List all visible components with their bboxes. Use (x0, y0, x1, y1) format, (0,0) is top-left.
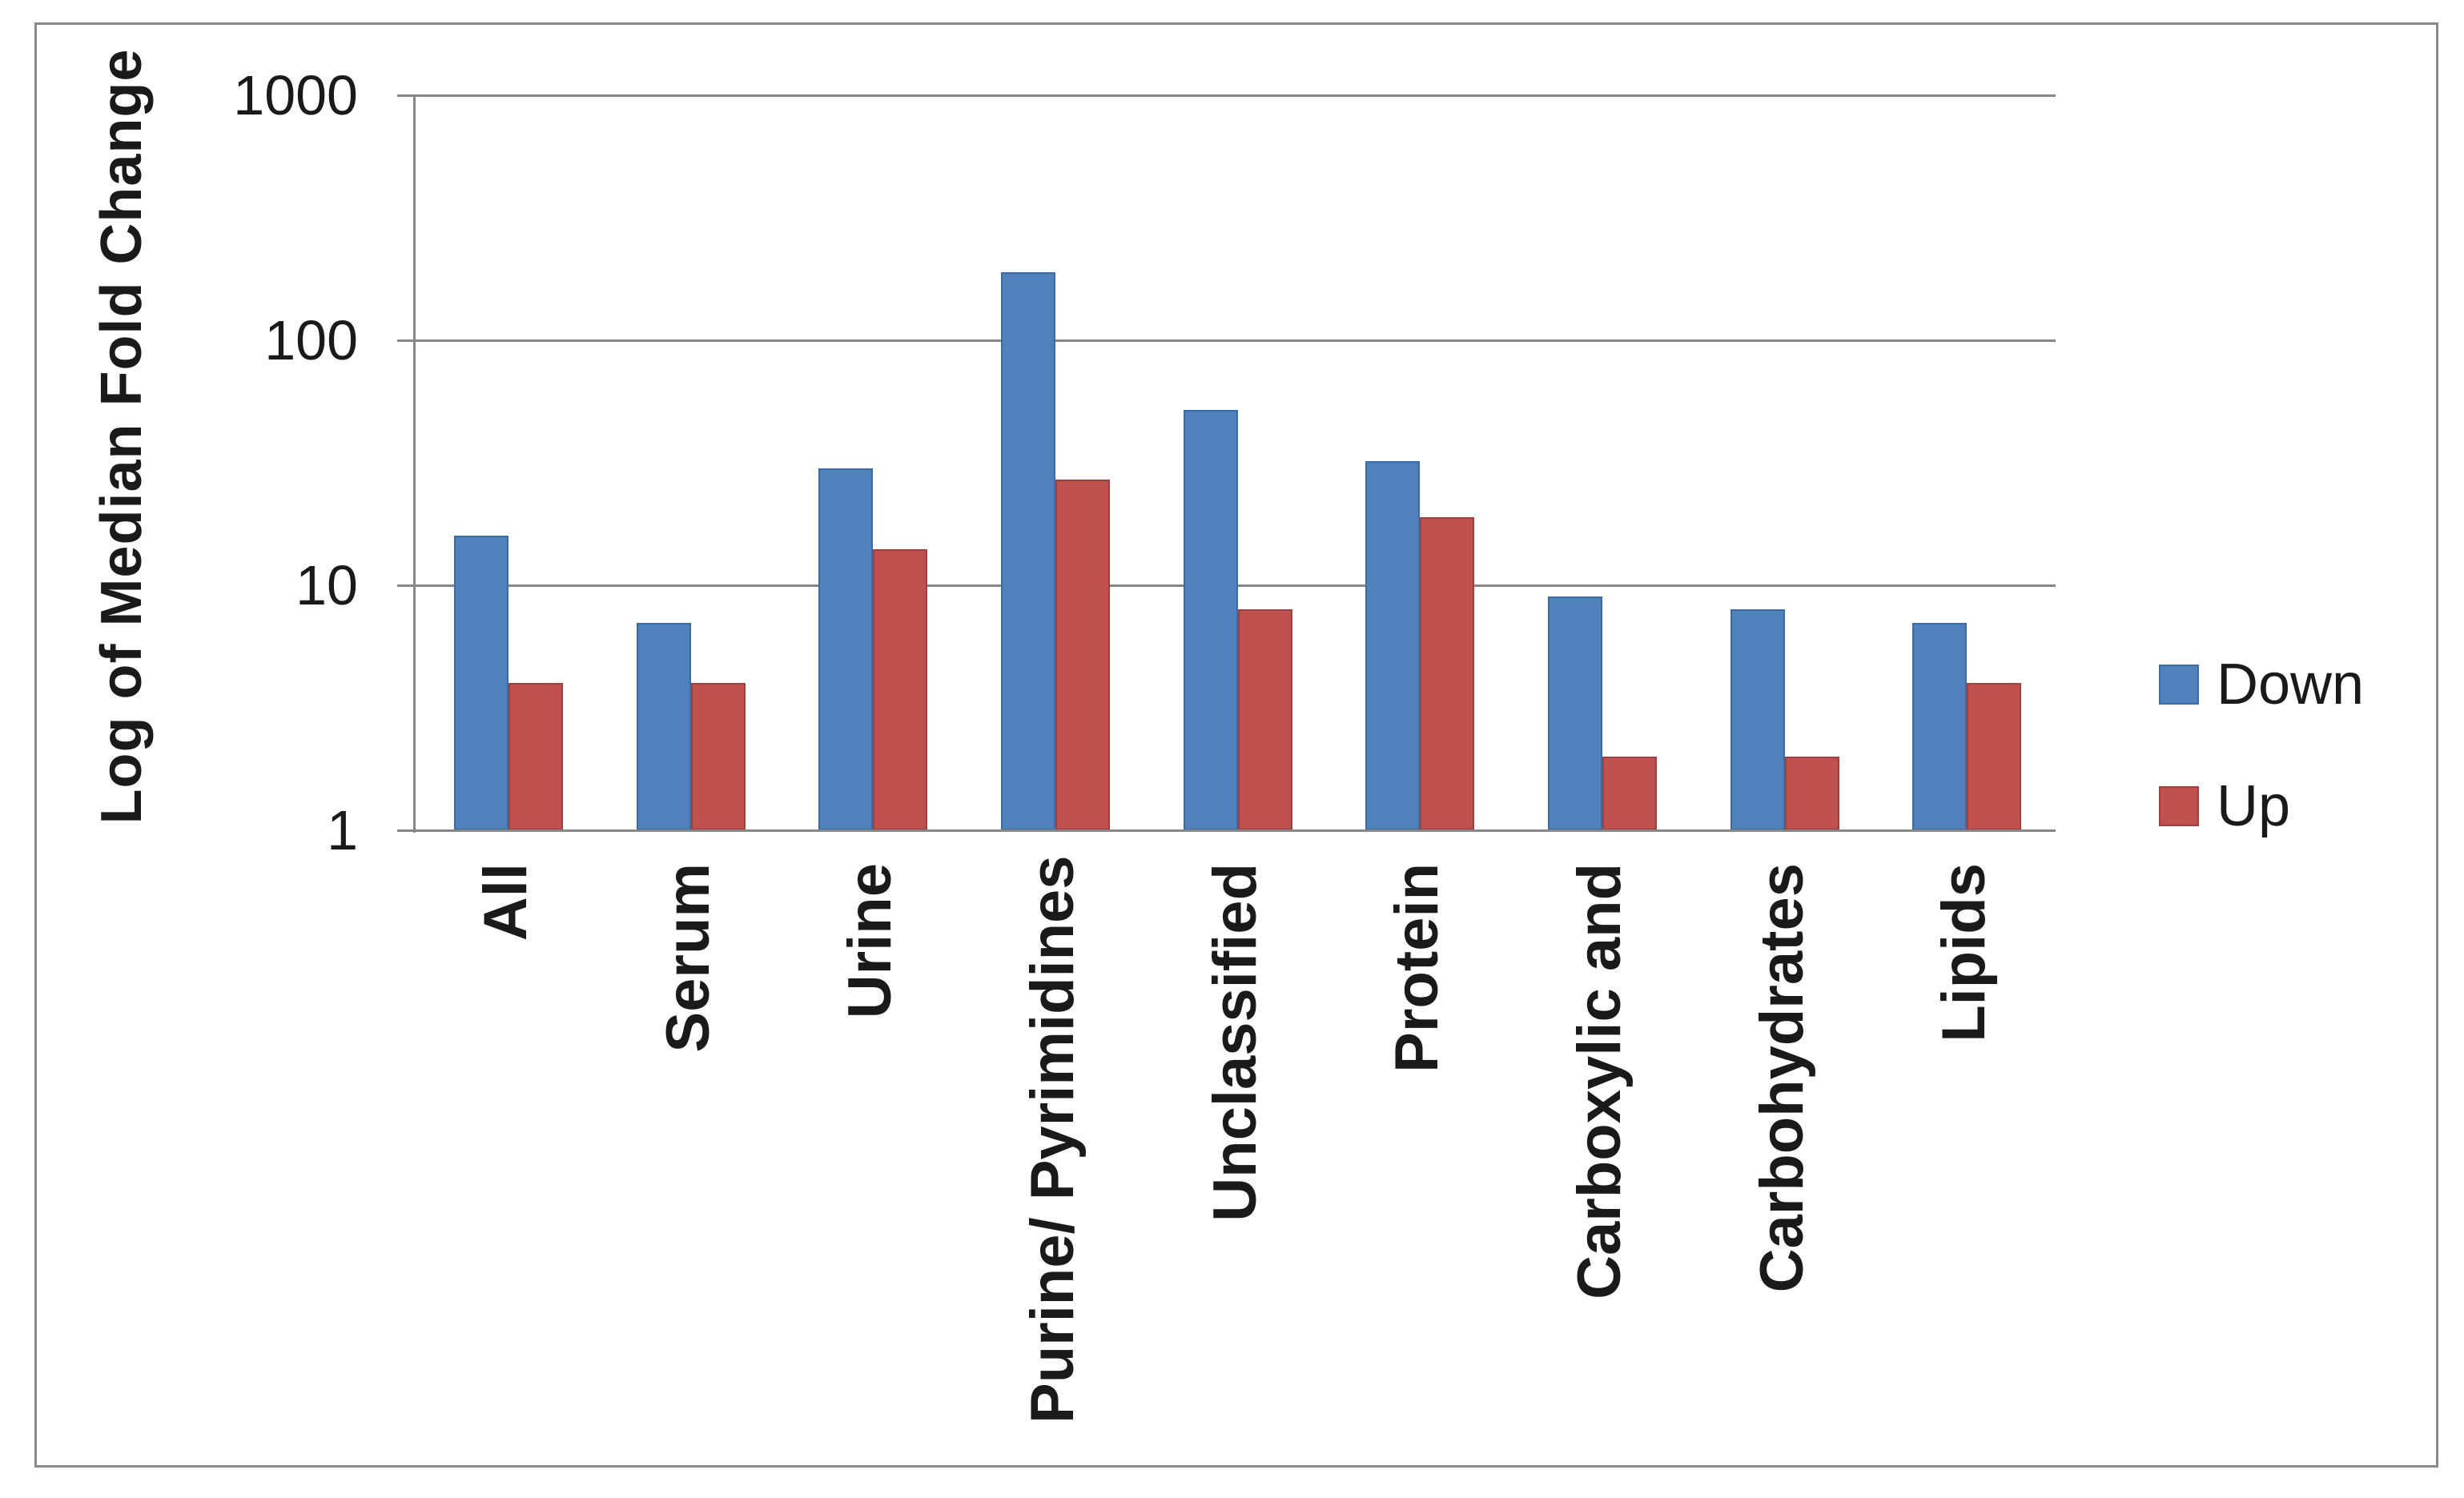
bar-up-carboxylic-and (1602, 756, 1657, 830)
bar-down-all (454, 535, 508, 830)
category-label-unclassified: Unclassified (1200, 863, 1269, 1222)
y-axis-tick-1 (397, 829, 415, 832)
bar-down-urine (818, 468, 874, 830)
y-axis-tick-1000 (397, 94, 415, 97)
bar-up-carbohydrates (1784, 756, 1839, 830)
bar-up-serum (690, 682, 746, 830)
category-label-carbohydrates: Carbohydrates (1747, 863, 1816, 1293)
legend-label-down: Down (2217, 653, 2365, 717)
gridline-y-100 (415, 339, 2056, 342)
legend-swatch-down-icon (2159, 665, 2199, 705)
gridline-y-1000 (415, 94, 2056, 97)
bar-up-protein (1420, 516, 1475, 830)
bar-up-purine-pyrimidines (1055, 480, 1110, 830)
category-label-serum: Serum (653, 863, 722, 1053)
legend-item-up: Up (2159, 774, 2291, 838)
bar-down-carboxylic-and (1548, 596, 1602, 830)
legend-swatch-up-icon (2159, 786, 2199, 826)
bar-up-lipids (1967, 682, 2022, 830)
bar-up-all (508, 682, 563, 830)
bar-down-serum (636, 623, 691, 830)
bar-down-carbohydrates (1730, 608, 1785, 830)
y-tick-label-10: 10 (295, 554, 358, 616)
y-axis-tick-100 (397, 339, 415, 342)
legend-item-down: Down (2159, 653, 2365, 717)
bar-up-urine (873, 549, 928, 830)
gridline-y-1 (415, 829, 2056, 832)
category-label-protein: Protein (1383, 863, 1452, 1073)
y-tick-label-100: 100 (264, 309, 358, 371)
bar-down-purine-pyrimidines (1001, 271, 1055, 830)
category-label-lipids: Lipids (1930, 863, 1999, 1042)
y-axis-line (413, 95, 416, 833)
category-label-carboxylic-and: Carboxylic and (1565, 863, 1634, 1299)
bar-down-protein (1365, 461, 1421, 830)
category-label-all: All (471, 863, 540, 942)
y-tick-label-1000: 1000 (233, 64, 358, 127)
category-label-urine: Urine (836, 863, 905, 1019)
bar-down-lipids (1912, 623, 1968, 830)
y-tick-label-1: 1 (327, 799, 358, 861)
bar-down-unclassified (1183, 409, 1238, 830)
y-axis-tick-10 (397, 584, 415, 587)
bar-up-unclassified (1237, 608, 1292, 830)
category-label-purine-pyrimidines: Purine/ Pyrimidines (1018, 855, 1087, 1424)
legend-label-up: Up (2217, 774, 2291, 838)
y-axis-title: Log of Median Fold Change (90, 48, 154, 825)
